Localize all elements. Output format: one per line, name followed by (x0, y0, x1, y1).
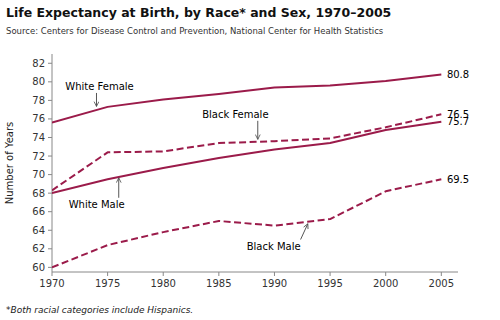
subtitle: Source: Centers for Disease Control and … (6, 26, 384, 36)
y-tick-label: 82 (32, 58, 45, 69)
x-tick (218, 272, 219, 276)
y-tick-label: 76 (32, 113, 45, 124)
x-tick (107, 272, 108, 276)
x-tick (385, 272, 386, 276)
plot-area (52, 74, 441, 267)
annotation-text: 75.7 (447, 116, 469, 127)
annotation-text: White Male (69, 199, 125, 210)
annotation-text: White Female (65, 81, 133, 92)
y-tick (48, 248, 52, 249)
annotation-text: 69.5 (447, 174, 469, 185)
y-tick-label: 78 (32, 95, 45, 106)
x-tick (441, 272, 442, 276)
annotation-text: Black Male (247, 241, 301, 252)
y-tick (48, 100, 52, 101)
x-tick (274, 272, 275, 276)
y-tick (48, 193, 52, 194)
x-tick-label: 1995 (317, 278, 342, 289)
y-axis-label: Number of Years (4, 122, 15, 205)
annotation-arrow (301, 224, 308, 240)
series-line (52, 74, 441, 122)
x-tick-label: 2000 (373, 278, 398, 289)
footnote: *Both racial categories include Hispanic… (6, 305, 193, 315)
x-axis-line (52, 272, 458, 273)
y-tick (48, 63, 52, 64)
y-tick-label: 68 (32, 188, 45, 199)
title: Life Expectancy at Birth, by Race* and S… (6, 5, 391, 20)
y-tick (48, 118, 52, 119)
y-tick (48, 211, 52, 212)
y-axis-line (52, 54, 53, 272)
y-tick-label: 62 (32, 243, 45, 254)
y-tick-label: 66 (32, 206, 45, 217)
y-tick-label: 70 (32, 169, 45, 180)
x-tick-label: 1980 (151, 278, 176, 289)
x-tick (52, 272, 53, 276)
x-tick-label: 2005 (429, 278, 454, 289)
annotations: 80.8White Female76.5Black Female75.7Whit… (65, 69, 469, 252)
y-tick-label: 80 (32, 76, 45, 87)
annotation-arrow (118, 178, 119, 198)
x-tick (330, 272, 331, 276)
x-tick-label: 1975 (95, 278, 120, 289)
axes: 1970 1975 1980 1985 1990 1995 2000 2005 60 62 64 66… (32, 54, 458, 289)
y-tick (48, 174, 52, 175)
chart: Life Expectancy at Birth, by Race* and S… (0, 0, 500, 320)
x-tick-label: 1985 (206, 278, 231, 289)
series-line (52, 179, 441, 267)
x-tick-label: 1970 (39, 278, 64, 289)
y-tick (48, 156, 52, 157)
y-tick-label: 60 (32, 262, 45, 273)
y-tick-label: 72 (32, 151, 45, 162)
y-tick-label: 74 (32, 132, 45, 143)
x-tick-label: 1990 (262, 278, 287, 289)
annotation-text: Black Female (202, 109, 268, 120)
x-tick (163, 272, 164, 276)
y-tick (48, 267, 52, 268)
y-tick (48, 81, 52, 82)
annotation-arrow (257, 121, 258, 140)
y-tick-label: 64 (32, 225, 45, 236)
y-tick (48, 137, 52, 138)
annotation-arrow (96, 93, 97, 106)
y-tick (48, 230, 52, 231)
annotation-text: 80.8 (447, 69, 469, 80)
series-line (52, 122, 441, 193)
